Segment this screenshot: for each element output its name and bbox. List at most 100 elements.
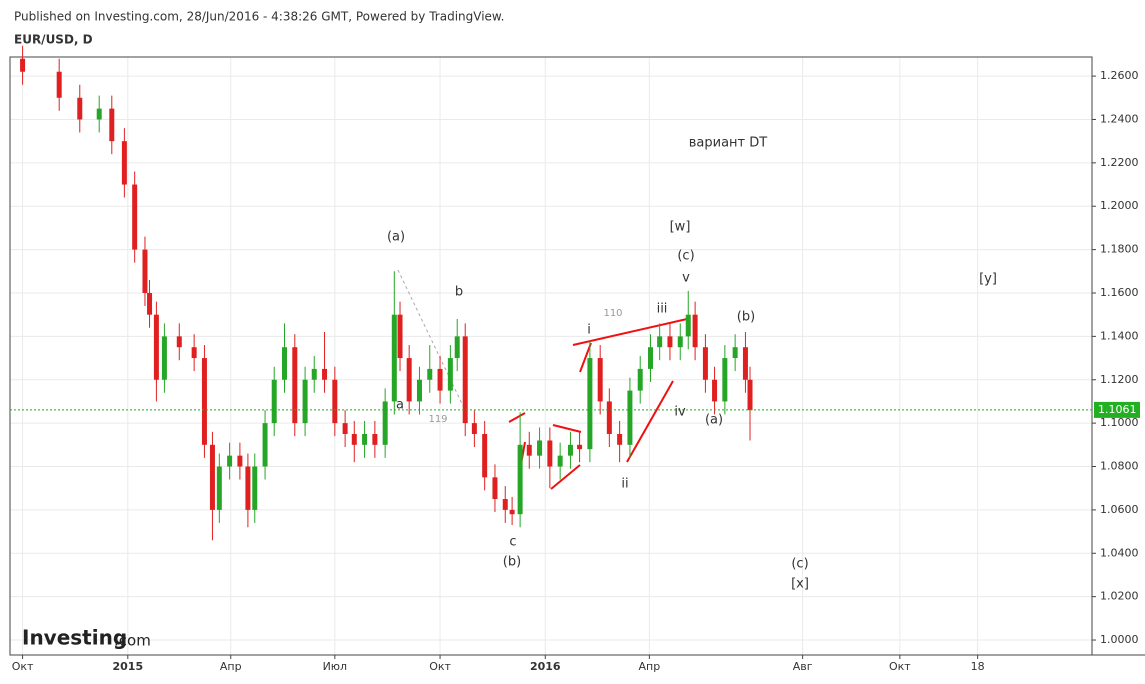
x-tick-label: 2016 <box>530 660 561 673</box>
y-tick-label: 1.1400 <box>1100 329 1139 342</box>
candle-body <box>227 455 233 467</box>
candle-body <box>677 336 683 348</box>
candle-body <box>517 444 523 515</box>
candle-body <box>161 336 167 380</box>
wave-label: [x] <box>791 577 809 592</box>
candle-body <box>547 440 553 467</box>
candle-body <box>667 336 673 348</box>
candle-body <box>597 358 603 402</box>
candle-body <box>132 184 138 250</box>
candle-body <box>191 347 197 359</box>
candle-body <box>282 347 288 380</box>
candle-body <box>121 141 127 185</box>
trend-line <box>550 464 581 490</box>
candle-body <box>237 455 243 467</box>
x-tick-label: Июл <box>323 660 348 673</box>
last-price-label: 1.1061 <box>1098 403 1137 416</box>
candle-body <box>311 368 317 380</box>
trend-line <box>579 342 592 373</box>
wave-label: [y] <box>979 272 997 287</box>
candle-body <box>382 401 388 445</box>
wave-label: i <box>587 323 591 338</box>
candle-body <box>292 347 298 424</box>
candle-body <box>56 71 62 98</box>
trend-line <box>552 424 582 433</box>
wave-label: (b) <box>737 310 755 325</box>
candle-body <box>657 336 663 348</box>
y-tick-label: 1.2400 <box>1100 112 1139 125</box>
logo-brand: Investing <box>22 626 127 650</box>
y-tick-label: 1.1000 <box>1100 416 1139 429</box>
y-tick-label: 1.0400 <box>1100 546 1139 559</box>
wave-label: [w] <box>670 220 691 235</box>
candle-body <box>271 379 277 424</box>
x-tick-label: Окт <box>12 660 34 673</box>
candle-body <box>492 477 498 500</box>
x-tick-label: Окт <box>889 660 911 673</box>
candle-body <box>109 108 115 142</box>
logo-suffix: .com <box>114 632 151 650</box>
candle-body <box>302 379 308 424</box>
x-tick-label: 18 <box>971 660 985 673</box>
candle-body <box>332 379 338 424</box>
wave-label: 110 <box>603 308 622 319</box>
candle-body <box>482 433 488 478</box>
candle-body <box>362 433 368 445</box>
wave-label: ii <box>621 477 628 492</box>
candle-body <box>471 423 477 434</box>
candle-body <box>147 292 153 315</box>
wave-label: вариант DT <box>689 136 768 151</box>
x-tick-label: Апр <box>220 660 242 673</box>
candle-body <box>96 108 102 120</box>
guide-line <box>397 269 466 411</box>
candle-body <box>391 314 397 402</box>
candle-body <box>252 466 258 510</box>
wave-label: (a) <box>705 413 723 428</box>
candle-body <box>20 58 26 72</box>
wave-label: iv <box>674 405 686 420</box>
candle-body <box>685 314 691 337</box>
wave-label: (c) <box>677 249 694 264</box>
candle-body <box>351 433 357 445</box>
candle-body <box>526 444 532 456</box>
candle-body <box>712 379 718 402</box>
publish-note: Published on Investing.com, 28/Jun/2016 … <box>14 10 504 24</box>
y-tick-label: 1.2600 <box>1100 69 1139 82</box>
candle-body <box>509 509 515 515</box>
candle-body <box>617 433 623 445</box>
candle-body <box>747 379 753 411</box>
wave-label: a <box>396 398 404 413</box>
x-tick-label: Авг <box>793 660 813 673</box>
candle-body <box>742 347 748 380</box>
candle-body <box>732 347 738 359</box>
wave-label: v <box>682 271 690 286</box>
last-price-box <box>1094 401 1140 418</box>
wave-label: iii <box>657 302 668 317</box>
x-tick-label: Окт <box>429 660 451 673</box>
candle-body <box>397 314 403 359</box>
candle-body <box>648 347 654 369</box>
candle-body <box>262 423 268 467</box>
candle-body <box>557 455 563 467</box>
wave-label: 119 <box>428 414 447 425</box>
candle-body <box>606 401 612 434</box>
plot-frame <box>9 56 1093 656</box>
candle-body <box>245 466 251 510</box>
y-tick-label: 1.0600 <box>1100 503 1139 516</box>
trend-line <box>572 318 688 346</box>
y-tick-label: 1.1200 <box>1100 373 1139 386</box>
wave-label: c <box>509 535 516 550</box>
candle-body <box>567 444 573 456</box>
candle-body <box>722 358 728 402</box>
candle-body <box>702 347 708 380</box>
candle-body <box>427 368 433 380</box>
candle-body <box>406 358 412 402</box>
wave-label: (b) <box>503 555 521 570</box>
y-tick-label: 1.2200 <box>1100 156 1139 169</box>
y-tick-label: 1.2000 <box>1100 199 1139 212</box>
candle-body <box>537 440 543 456</box>
candle-body <box>153 314 159 380</box>
wave-label: (c) <box>791 557 808 572</box>
candle-body <box>502 499 508 510</box>
